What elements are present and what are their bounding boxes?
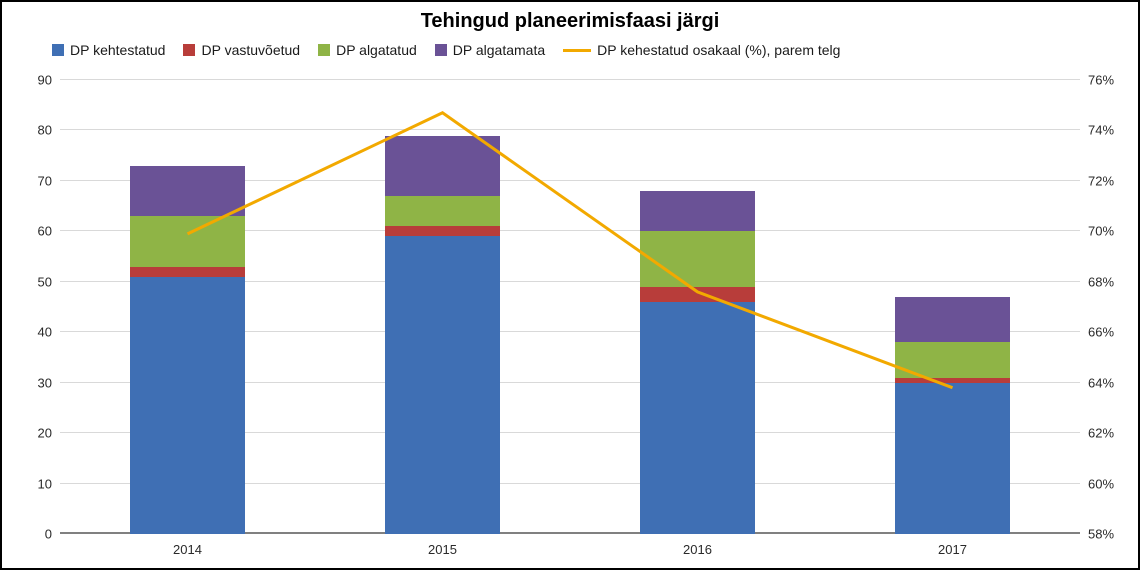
ytick-left: 20 — [38, 426, 52, 441]
ytick-right: 72% — [1088, 173, 1114, 188]
ytick-right: 62% — [1088, 426, 1114, 441]
ytick-right: 66% — [1088, 325, 1114, 340]
legend-label: DP algatatud — [336, 42, 417, 58]
legend: DP kehtestatud DP vastuvõetud DP algatatud… — [52, 42, 1120, 58]
legend-label: DP vastuvõetud — [201, 42, 300, 58]
ytick-left: 40 — [38, 325, 52, 340]
legend-label: DP kehtestatud — [70, 42, 165, 58]
ytick-left: 60 — [38, 224, 52, 239]
legend-line-swatch — [563, 49, 591, 52]
xtick: 2016 — [683, 542, 712, 557]
legend-label: DP algatamata — [453, 42, 545, 58]
legend-item: DP kehtestatud — [52, 42, 165, 58]
ytick-left: 30 — [38, 375, 52, 390]
ytick-left: 0 — [45, 527, 52, 542]
legend-item-line: DP kehestatud osakaal (%), parem telg — [563, 42, 840, 58]
ytick-left: 70 — [38, 173, 52, 188]
ytick-left: 50 — [38, 274, 52, 289]
legend-item: DP vastuvõetud — [183, 42, 300, 58]
ytick-right: 58% — [1088, 527, 1114, 542]
ytick-left: 90 — [38, 73, 52, 88]
ytick-right: 68% — [1088, 274, 1114, 289]
legend-swatch — [183, 44, 195, 56]
xtick: 2017 — [938, 542, 967, 557]
ytick-right: 60% — [1088, 476, 1114, 491]
legend-item: DP algatamata — [435, 42, 545, 58]
ytick-right: 64% — [1088, 375, 1114, 390]
legend-item: DP algatatud — [318, 42, 417, 58]
legend-swatch — [435, 44, 447, 56]
xtick: 2014 — [173, 542, 202, 557]
chart-title: Tehingud planeerimisfaasi järgi — [2, 10, 1138, 33]
ytick-right: 70% — [1088, 224, 1114, 239]
line-overlay — [60, 80, 1080, 534]
line-series — [188, 113, 953, 388]
legend-swatch — [318, 44, 330, 56]
ytick-right: 76% — [1088, 73, 1114, 88]
ytick-left: 10 — [38, 476, 52, 491]
xtick: 2015 — [428, 542, 457, 557]
chart-frame: Tehingud planeerimisfaasi järgi DP kehte… — [0, 0, 1140, 570]
plot-area: 010203040506070809058%60%62%64%66%68%70%… — [60, 80, 1080, 534]
legend-label: DP kehestatud osakaal (%), parem telg — [597, 42, 840, 58]
ytick-left: 80 — [38, 123, 52, 138]
ytick-right: 74% — [1088, 123, 1114, 138]
legend-swatch — [52, 44, 64, 56]
